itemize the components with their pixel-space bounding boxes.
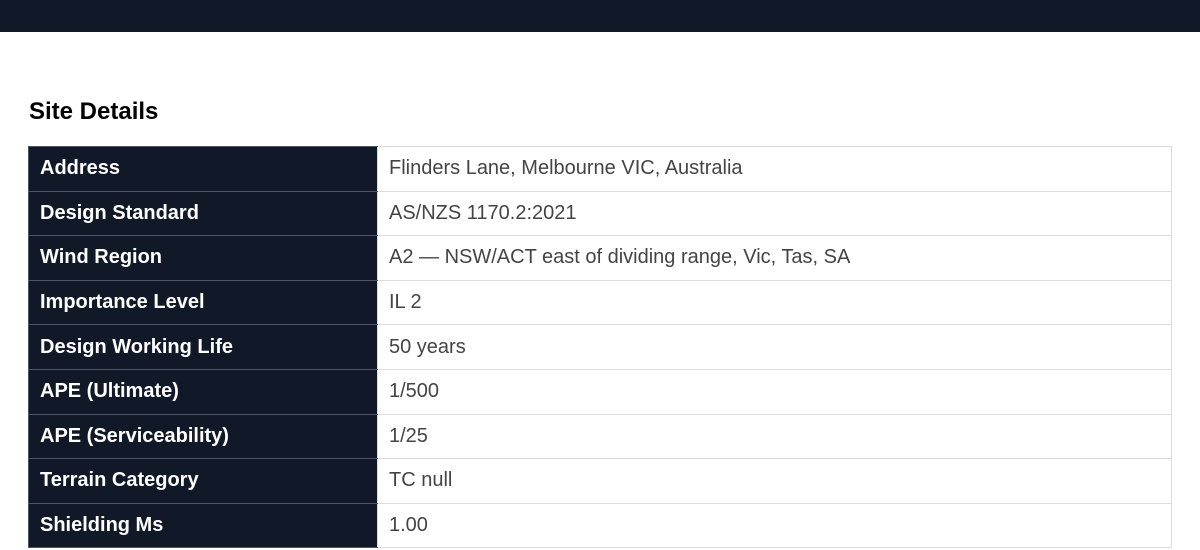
table-row: Design Working Life 50 years [28, 324, 1172, 370]
row-label: Design Working Life [28, 324, 378, 370]
row-value: 1/500 [377, 368, 1172, 415]
table-row: APE (Serviceability) 1/25 [28, 413, 1172, 460]
row-label: Importance Level [28, 279, 378, 326]
table-row: Wind Region A2 — NSW/ACT east of dividing… [28, 235, 1172, 281]
table-row: Terrain Category TC null [28, 458, 1172, 504]
section-title: Site Details [29, 98, 159, 125]
row-label: Design Standard [28, 190, 378, 237]
table-row: Shielding Ms 1.00 [28, 502, 1172, 549]
row-value: IL 2 [377, 279, 1172, 326]
row-label: Terrain Category [28, 458, 378, 504]
row-value: 1/25 [377, 413, 1172, 460]
row-label: APE (Ultimate) [28, 368, 378, 415]
row-value: Flinders Lane, Melbourne VIC, Australia [377, 146, 1172, 192]
row-value: AS/NZS 1170.2:2021 [377, 190, 1172, 237]
table-row: APE (Ultimate) 1/500 [28, 368, 1172, 415]
top-header-bar [0, 0, 1200, 32]
row-value: 50 years [377, 324, 1172, 370]
row-value: A2 — NSW/ACT east of dividing range, Vic… [377, 235, 1172, 281]
site-details-table: Address Flinders Lane, Melbourne VIC, Aus… [28, 146, 1172, 549]
table-row: Design Standard AS/NZS 1170.2:2021 [28, 190, 1172, 237]
row-label: Shielding Ms [28, 502, 378, 549]
row-label: APE (Serviceability) [28, 413, 378, 460]
row-label: Address [28, 146, 378, 192]
table-row: Importance Level IL 2 [28, 279, 1172, 326]
row-value: TC null [377, 458, 1172, 504]
row-value: 1.00 [377, 502, 1172, 549]
row-label: Wind Region [28, 235, 378, 281]
table-row: Address Flinders Lane, Melbourne VIC, Aus… [28, 146, 1172, 192]
